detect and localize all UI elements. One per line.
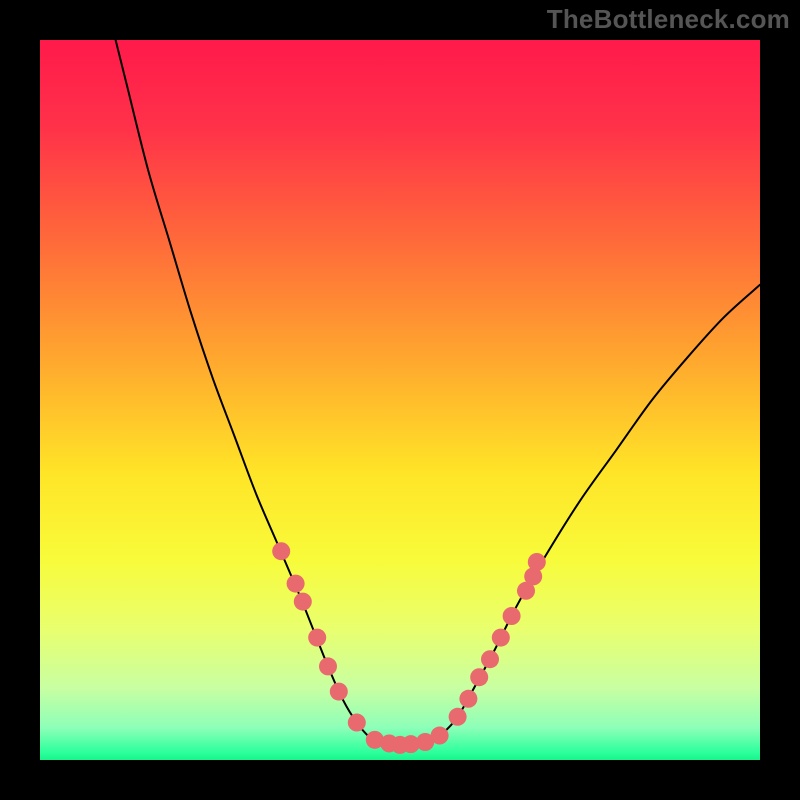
data-marker — [528, 553, 546, 571]
data-marker — [330, 683, 348, 701]
data-marker — [348, 714, 366, 732]
watermark-text: TheBottleneck.com — [547, 4, 790, 35]
data-marker — [481, 650, 499, 668]
data-marker — [449, 708, 467, 726]
data-marker — [459, 690, 477, 708]
data-marker — [294, 593, 312, 611]
data-marker — [470, 668, 488, 686]
data-marker — [431, 727, 449, 745]
data-marker — [319, 657, 337, 675]
data-marker — [287, 575, 305, 593]
data-marker — [503, 607, 521, 625]
data-marker — [272, 542, 290, 560]
bottleneck-chart — [0, 0, 800, 800]
data-marker — [492, 629, 510, 647]
chart-canvas: { "watermark": { "text": "TheBottleneck.… — [0, 0, 800, 800]
data-marker — [308, 629, 326, 647]
